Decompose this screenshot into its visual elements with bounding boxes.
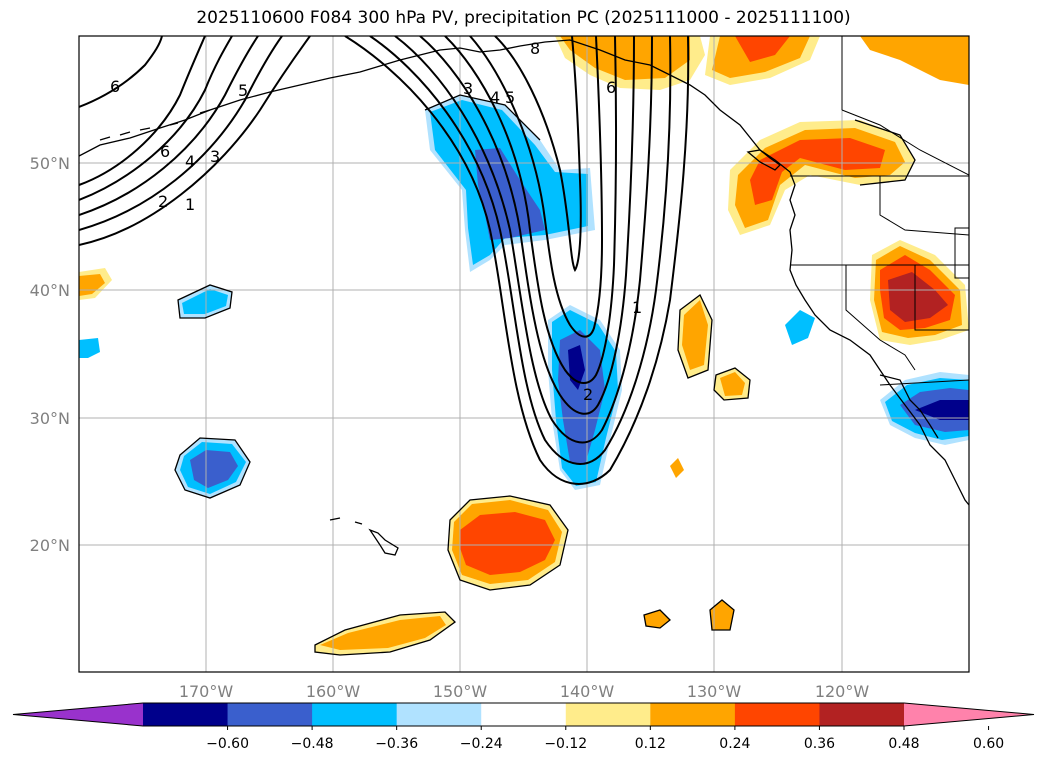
svg-text:4: 4 [185, 152, 195, 171]
colorbar-swatch [312, 703, 398, 726]
colorbar-tick-label: −0.24 [460, 736, 503, 752]
colorbar-tick-label: 0.12 [635, 736, 666, 752]
latitude-labels: 50°N 40°N 30°N 20°N [30, 154, 70, 555]
colorbar-swatch [143, 703, 229, 726]
svg-text:3: 3 [463, 79, 473, 98]
svg-text:2: 2 [583, 385, 593, 404]
lon-label-130w: 130°W [687, 682, 742, 701]
svg-text:4: 4 [490, 88, 500, 107]
lat-label-20: 20°N [30, 536, 70, 555]
colorbar-tick-label: −0.60 [206, 736, 249, 752]
colorbar-tick-label: −0.36 [375, 736, 418, 752]
longitude-labels: 170°W 160°W 150°W 140°W 130°W 120°W [179, 682, 870, 701]
svg-text:5: 5 [238, 81, 248, 100]
svg-text:3: 3 [210, 147, 220, 166]
svg-text:2: 2 [158, 192, 168, 211]
colorbar-swatch [227, 703, 313, 726]
colorbar-swatch [481, 703, 567, 726]
coastline-icon [79, 39, 969, 656]
lon-label-140w: 140°W [560, 682, 615, 701]
colorbar-swatch [650, 703, 736, 726]
colorbar-swatch [819, 703, 905, 726]
colorbar-tick-label: −0.48 [291, 736, 334, 752]
colorbar-tick-label: 0.24 [719, 736, 750, 752]
plot-area: 6 5 6 4 3 2 1 8 3 4 5 6 1 2 [79, 36, 969, 672]
colorbar-extend-low [13, 703, 143, 726]
gridlines [79, 36, 969, 672]
lat-label-50: 50°N [30, 154, 70, 173]
svg-text:5: 5 [505, 88, 515, 107]
pv-contours [79, 36, 690, 485]
colorbar-outline [12, 702, 1035, 727]
map-title: 2025110600 F084 300 hPa PV, precipitatio… [196, 8, 851, 28]
colorbar-extend-high [904, 703, 1034, 726]
colorbar-swatch [734, 703, 820, 726]
colorbar-swatch [396, 703, 482, 726]
colorbar-tick-label: −0.12 [544, 736, 587, 752]
svg-text:6: 6 [160, 142, 170, 161]
lon-label-120w: 120°W [815, 682, 870, 701]
plot-frame [78, 35, 970, 673]
colorbar-tick-label: 0.36 [804, 736, 835, 752]
lon-label-170w: 170°W [179, 682, 234, 701]
svg-text:1: 1 [185, 195, 195, 214]
lon-label-150w: 150°W [433, 682, 488, 701]
colorbar-swatch [565, 703, 651, 726]
svg-text:8: 8 [530, 39, 540, 58]
lat-label-30: 30°N [30, 409, 70, 428]
svg-text:6: 6 [606, 78, 616, 97]
state-borders-icon [790, 36, 969, 386]
pv-contour-labels: 6 5 6 4 3 2 1 8 3 4 5 6 1 2 [110, 39, 642, 404]
lon-label-160w: 160°W [306, 682, 361, 701]
svg-text:6: 6 [110, 77, 120, 96]
lat-label-40: 40°N [30, 281, 70, 300]
colorbar-tick-label: 0.60 [973, 736, 1004, 752]
svg-text:1: 1 [632, 298, 642, 317]
colorbar: −0.60 −0.48 −0.36 −0.24 −0.12 0.12 0.24 0.36 0.4… [12, 702, 1035, 752]
colorbar-tick-label: 0.48 [888, 736, 919, 752]
